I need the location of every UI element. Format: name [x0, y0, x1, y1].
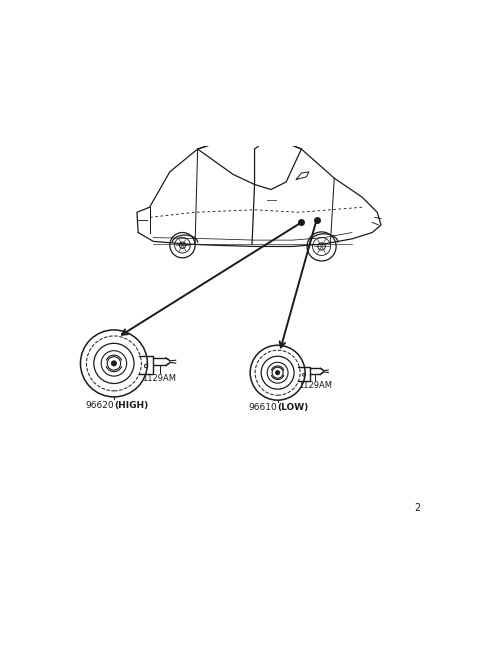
Text: (HIGH): (HIGH) — [114, 401, 148, 410]
Text: 1129AM: 1129AM — [298, 382, 332, 390]
Text: 96620: 96620 — [85, 401, 114, 410]
Text: (LOW): (LOW) — [277, 403, 309, 413]
Text: 96610: 96610 — [249, 403, 277, 413]
Circle shape — [111, 361, 117, 366]
Text: 2: 2 — [415, 503, 421, 513]
Circle shape — [276, 371, 280, 375]
Text: 1129AM: 1129AM — [143, 374, 177, 383]
